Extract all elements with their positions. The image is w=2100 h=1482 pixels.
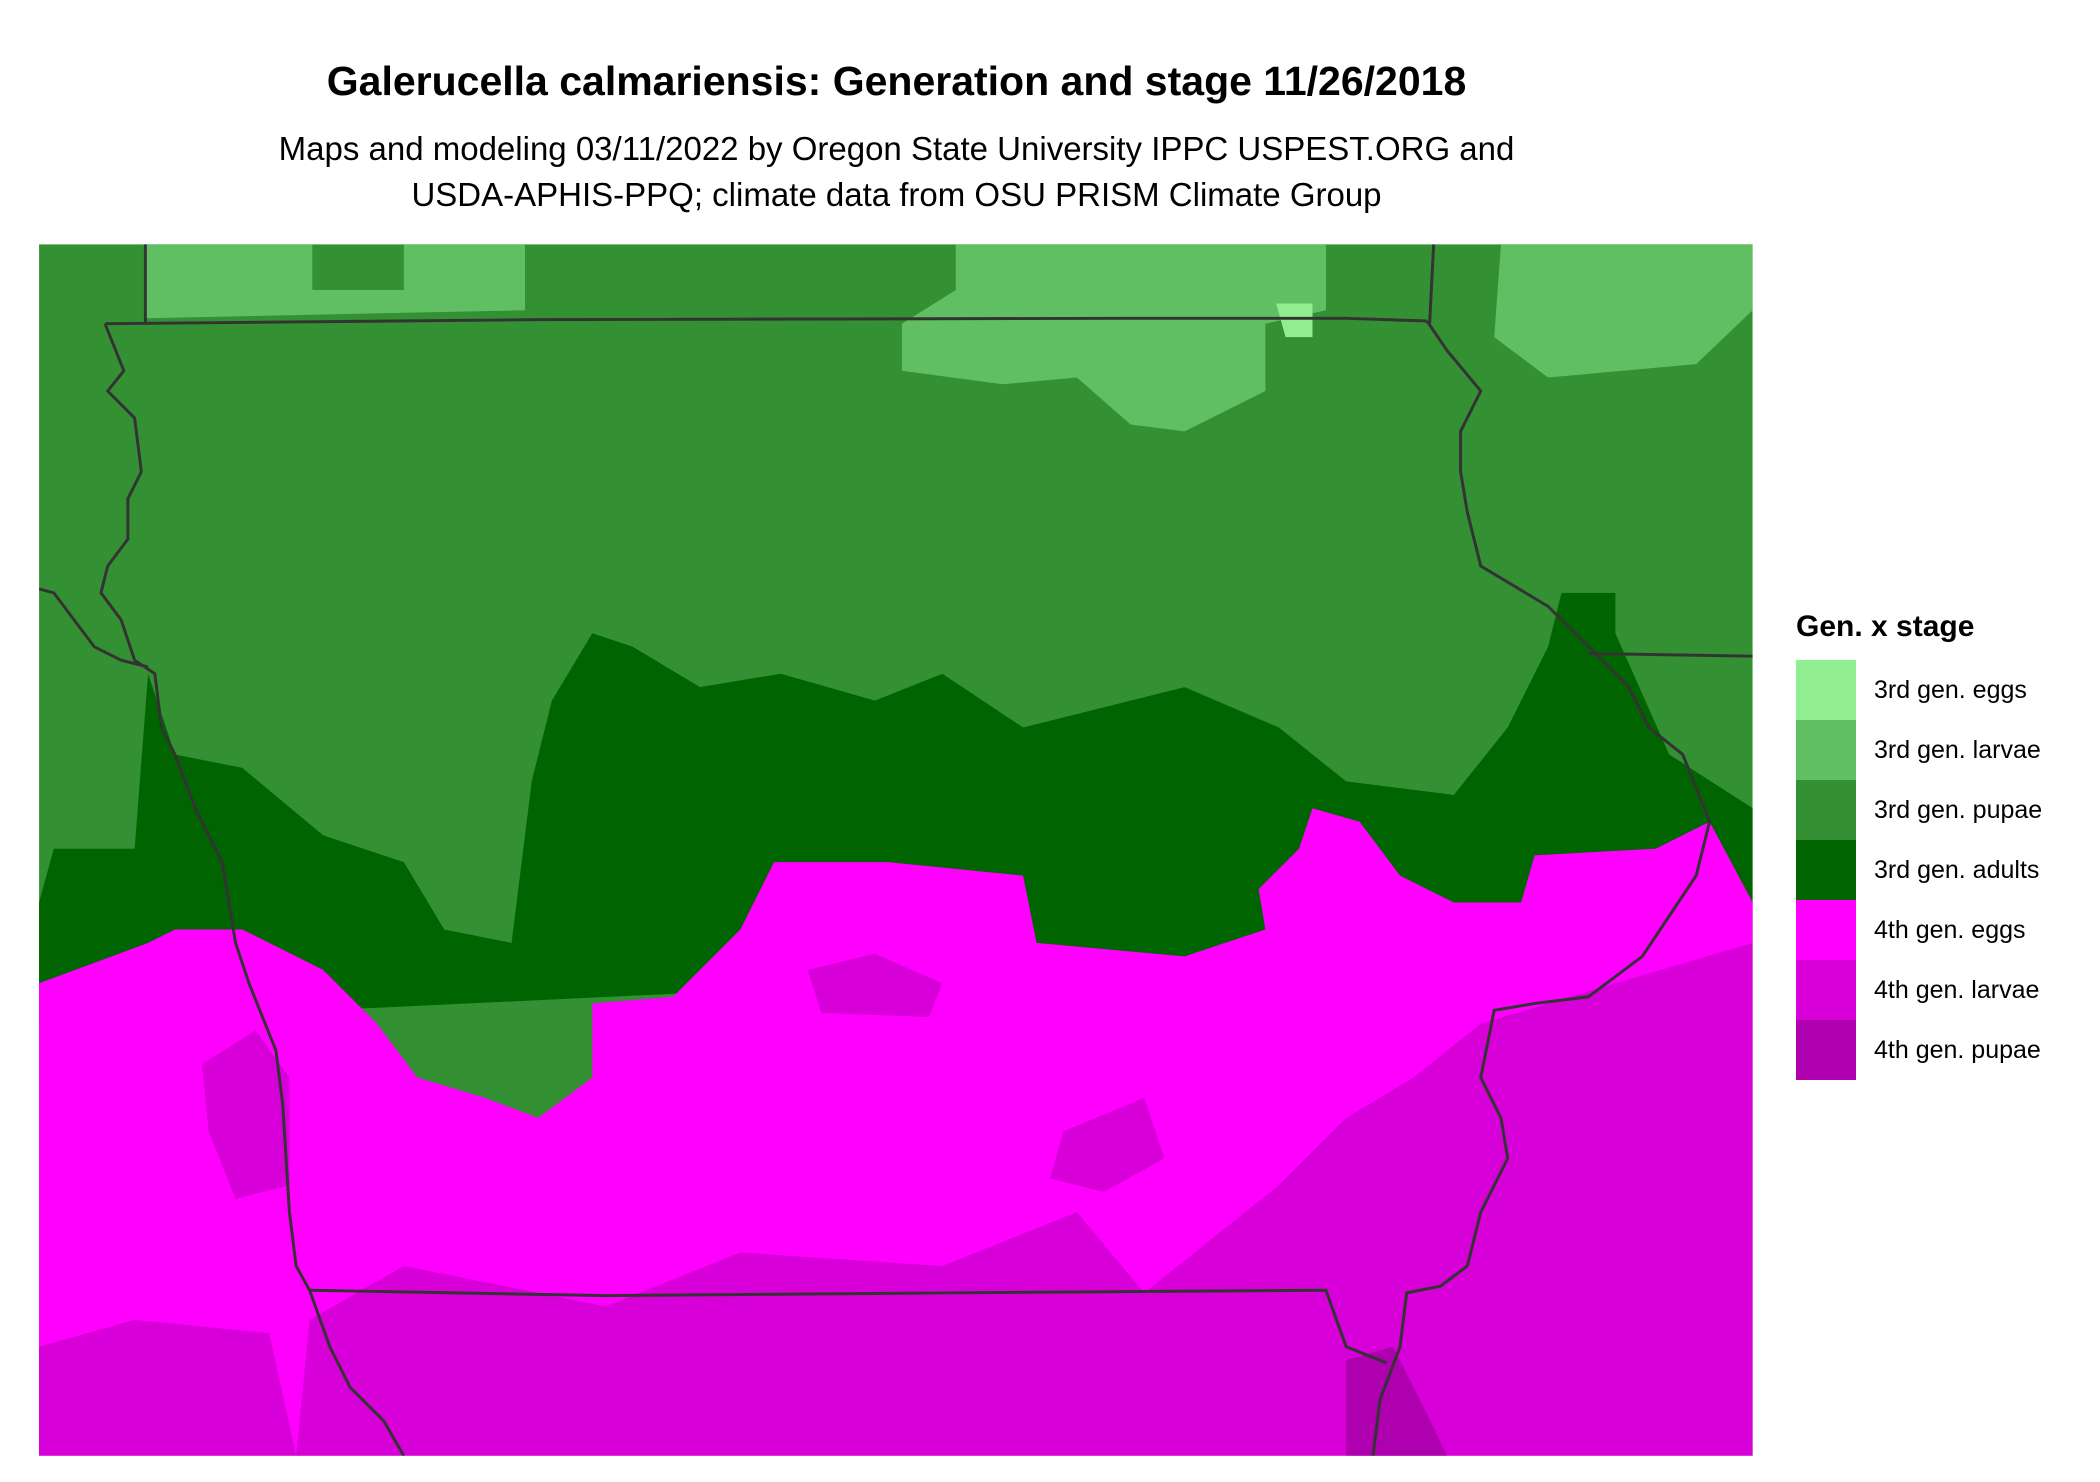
legend-item: 3rd gen. adults <box>1796 840 2042 900</box>
region-3rd-eggs <box>1276 303 1313 338</box>
legend-swatch <box>1796 660 1856 720</box>
region-3rd-larvae <box>1494 244 1753 378</box>
map-title: Galerucella calmariensis: Generation and… <box>326 58 1467 104</box>
legend-item: 4th gen. pupae <box>1796 1020 2042 1080</box>
legend-item: 4th gen. larvae <box>1796 960 2042 1020</box>
legend-label: 3rd gen. eggs <box>1874 675 2027 704</box>
region-4th-larvae <box>1050 1097 1165 1192</box>
legend-label: 3rd gen. larvae <box>1874 735 2041 764</box>
legend-label: 4th gen. eggs <box>1874 915 2026 944</box>
legend-swatch <box>1796 840 1856 900</box>
legend-item: 3rd gen. eggs <box>1796 660 2042 720</box>
legend-item: 3rd gen. larvae <box>1796 720 2042 780</box>
legend-swatch <box>1796 1020 1856 1080</box>
legend-label: 4th gen. larvae <box>1874 975 2040 1004</box>
region-4th-larvae <box>201 1030 290 1199</box>
region-4th-larvae <box>39 1319 297 1456</box>
legend-title: Gen. x stage <box>1796 610 1975 643</box>
legend-swatch <box>1796 720 1856 780</box>
region-4th-pupae <box>1346 1346 1448 1456</box>
legend-label: 3rd gen. adults <box>1874 855 2040 884</box>
region-4th-larvae <box>807 953 943 1017</box>
region-3rd-larvae <box>901 244 1326 432</box>
legend-swatch <box>1796 900 1856 960</box>
legend-item: 3rd gen. pupae <box>1796 780 2042 840</box>
state-borders <box>39 244 1753 1456</box>
region-4th-larvae <box>296 942 1753 1456</box>
map-subtitle-line1: Maps and modeling 03/11/2022 by Oregon S… <box>278 130 1515 167</box>
legend: Gen. x stage 3rd gen. eggs 3rd gen. larva… <box>1796 610 2042 1080</box>
legend-label: 4th gen. pupae <box>1874 1035 2041 1064</box>
legend-swatch <box>1796 960 1856 1020</box>
legend-swatch <box>1796 780 1856 840</box>
map-subtitle-line2: USDA-APHIS-PPQ; climate data from OSU PR… <box>411 176 1382 213</box>
region-3rd-larvae <box>145 244 525 319</box>
legend-label: 3rd gen. pupae <box>1874 795 2043 824</box>
legend-item: 4th gen. eggs <box>1796 900 2042 960</box>
